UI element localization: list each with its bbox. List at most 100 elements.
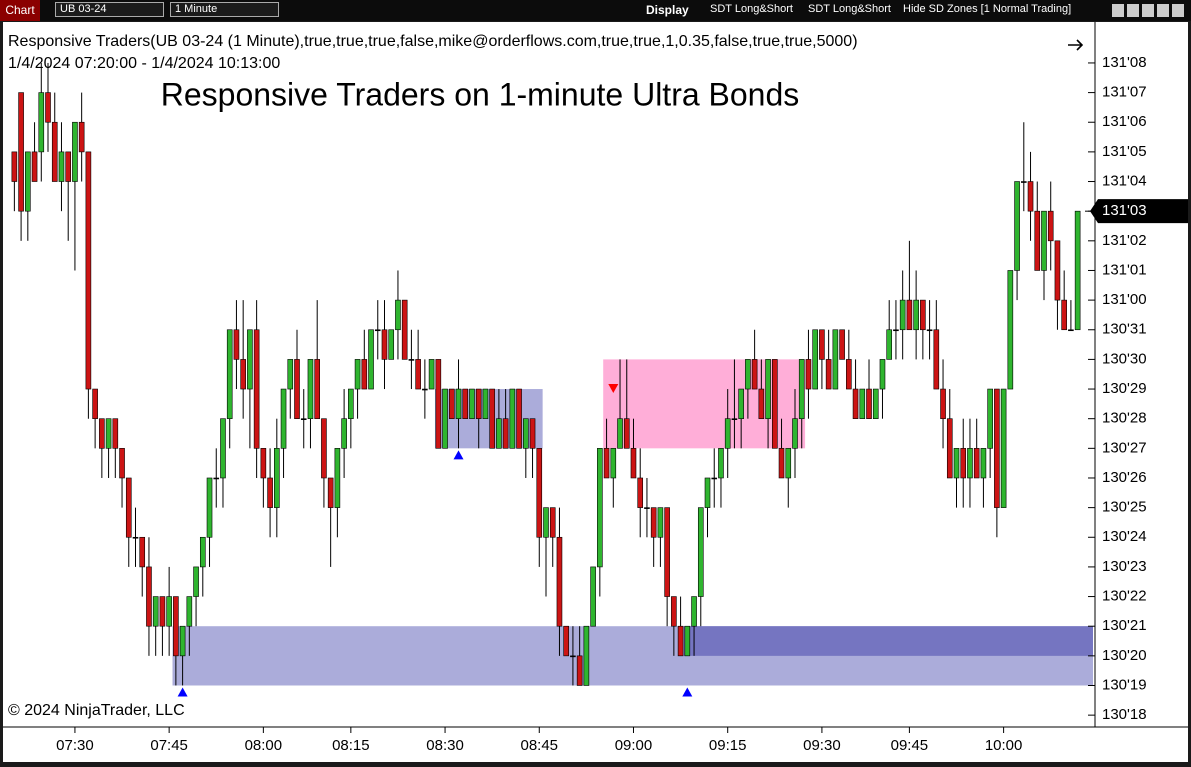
y-tick-label: 131'07 <box>1102 84 1147 101</box>
candle-body <box>913 299 919 331</box>
toolbar-button[interactable]: Hide SD Zones [1 Normal Trading] <box>903 3 1072 15</box>
candle-body <box>287 359 294 390</box>
candle-body <box>684 625 691 657</box>
x-tick-label: 09:30 <box>803 737 841 754</box>
candle-body <box>630 448 637 479</box>
candle-body <box>280 388 287 449</box>
candle-body <box>132 536 139 539</box>
interval-select[interactable]: 1 Minute <box>170 2 279 17</box>
candle-body <box>388 329 395 360</box>
candle-body <box>462 388 469 419</box>
candle-body <box>159 596 166 627</box>
candle-body <box>946 418 953 479</box>
candle-body <box>105 418 112 449</box>
signal-marker <box>453 450 464 460</box>
candle-body <box>11 151 18 182</box>
candle-body <box>893 329 899 332</box>
candle-body <box>38 92 45 153</box>
candle-body <box>1027 181 1034 212</box>
candle-body <box>374 329 381 332</box>
candle-body <box>1041 210 1047 271</box>
candle-body <box>960 448 967 479</box>
candle-body <box>253 329 260 449</box>
y-tick-label: 130'22 <box>1102 588 1147 605</box>
y-tick-label: 130'25 <box>1102 499 1147 516</box>
candle-body <box>691 596 697 627</box>
candle-body <box>442 388 448 449</box>
candle-body <box>529 418 536 449</box>
candle-body <box>718 448 724 479</box>
chart-title: Responsive Traders on 1-minute Ultra Bon… <box>161 76 800 112</box>
x-tick-label: 09:00 <box>615 737 653 754</box>
chart-tab[interactable]: Chart <box>0 0 40 21</box>
candle-body <box>731 418 738 420</box>
candle-body <box>785 448 792 479</box>
candle-body <box>906 299 913 331</box>
candle-body <box>953 448 960 479</box>
candle-body <box>765 359 771 419</box>
candle-body <box>455 388 462 419</box>
candle-body <box>536 448 543 538</box>
zone <box>603 359 806 449</box>
candle-body <box>832 329 839 390</box>
candle-body <box>899 299 906 331</box>
candle-body <box>1054 240 1061 301</box>
candle-body <box>469 388 475 419</box>
candle-body <box>65 151 72 182</box>
y-tick-label: 131'04 <box>1102 172 1147 189</box>
toolbar-button[interactable]: SDT Long&Short <box>710 3 793 15</box>
y-tick-label: 130'18 <box>1102 706 1147 723</box>
candle-body <box>772 359 778 449</box>
y-tick-label: 131'08 <box>1102 54 1147 71</box>
candle-body <box>994 388 1000 508</box>
x-tick-label: 09:45 <box>891 737 929 754</box>
candle-body <box>482 388 489 419</box>
candle-body <box>300 418 307 420</box>
candle-body <box>448 388 455 419</box>
arrow-icon[interactable] <box>1068 39 1084 51</box>
candle-body <box>146 566 152 627</box>
candle-body <box>1047 210 1054 242</box>
candle-body <box>58 151 65 182</box>
x-tick-label: 09:15 <box>709 737 747 754</box>
candle-body <box>475 388 482 419</box>
candle-body <box>644 507 650 509</box>
x-tick-label: 08:45 <box>520 737 558 754</box>
candle-body <box>852 388 859 419</box>
candle-body <box>846 359 852 390</box>
candle-body <box>879 359 886 390</box>
toolbar-button[interactable]: SDT Long&Short <box>808 3 891 15</box>
window-buttons[interactable] <box>1112 4 1187 17</box>
y-tick-label: 131'01 <box>1102 261 1147 278</box>
candle-body <box>112 418 119 449</box>
instrument-select[interactable]: UB 03-24 <box>55 2 164 17</box>
candle-body <box>745 359 751 390</box>
candle-body <box>563 625 569 657</box>
candle-body <box>886 329 893 360</box>
candle-body <box>240 359 246 390</box>
candle-body <box>825 359 832 390</box>
candle-body <box>260 448 267 479</box>
candle-body <box>973 448 980 479</box>
y-tick-label: 131'00 <box>1102 291 1147 308</box>
candle-body <box>166 596 172 627</box>
candle-body <box>543 507 549 538</box>
copyright: © 2024 NinjaTrader, LLC <box>8 702 185 719</box>
candle-body <box>583 625 590 686</box>
display-button[interactable]: Display <box>646 3 689 17</box>
candle-body <box>805 359 812 390</box>
candle-body <box>576 655 583 686</box>
y-tick-label: 130'19 <box>1102 676 1147 693</box>
candle-body <box>294 359 300 419</box>
candle-body <box>119 448 125 479</box>
candle-body <box>502 418 509 449</box>
y-tick-label: 130'20 <box>1102 647 1147 664</box>
candle-body <box>1007 270 1014 390</box>
signal-marker <box>608 384 619 394</box>
candle-body <box>980 448 987 479</box>
x-tick-label: 08:00 <box>245 737 283 754</box>
y-tick-label: 131'02 <box>1102 232 1147 249</box>
candle-body <box>31 151 38 182</box>
candle-body <box>99 418 105 449</box>
